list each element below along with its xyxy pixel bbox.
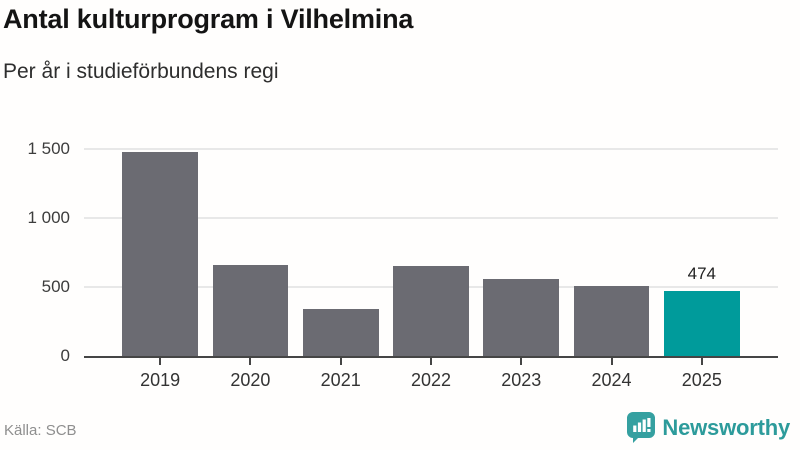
- x-slot-2023: 2023: [476, 358, 566, 391]
- chart-subtitle: Per år i studieförbundens regi: [3, 60, 279, 83]
- x-tick-label: 2020: [230, 370, 271, 390]
- x-tick-label: 2019: [140, 370, 181, 390]
- bar-value-label: 474: [687, 263, 717, 283]
- newsworthy-wordmark: Newsworthy: [662, 414, 790, 440]
- x-tick-mark: [429, 358, 432, 365]
- bar-2019: [122, 151, 199, 356]
- y-tick-label: 1 500: [27, 139, 70, 158]
- bars-container: 474: [84, 149, 778, 356]
- bar-2022: [393, 266, 469, 356]
- newsworthy-speech-bubble-bars-icon: [627, 412, 656, 443]
- x-tick-mark: [249, 358, 252, 365]
- x-slot-2024: 2024: [566, 358, 656, 391]
- x-tick-label: 2021: [320, 370, 361, 390]
- x-axis: 2019 2020 2021 2022 2023 2024 2025: [84, 358, 778, 391]
- bar-2023: [483, 279, 560, 356]
- bar-2021: [302, 309, 379, 356]
- x-slot-2020: 2020: [205, 358, 295, 391]
- x-tick-mark: [339, 358, 342, 365]
- bar-slot-2019: [115, 149, 205, 356]
- x-tick-mark: [700, 358, 703, 365]
- bar-slot-2021: [296, 149, 386, 356]
- plot-area: 0 500 1 000 1 500 474: [27, 139, 778, 365]
- x-tick-mark: [520, 358, 523, 365]
- bar-slot-2022: [386, 149, 476, 356]
- bar-slot-2020: [205, 149, 295, 356]
- x-tick-mark: [159, 358, 162, 365]
- x-slot-2019: 2019: [115, 358, 205, 391]
- source-note: Källa: SCB: [4, 422, 77, 439]
- newsworthy-logo-link[interactable]: Newsworthy: [627, 412, 790, 443]
- bar-2024: [573, 286, 650, 356]
- x-tick-label: 2024: [591, 370, 632, 390]
- chart-title: Antal kulturprogram i Vilhelmina: [3, 4, 414, 34]
- x-tick-label: 2022: [410, 370, 451, 390]
- x-slot-2022: 2022: [386, 358, 476, 391]
- y-tick-label: 0: [60, 346, 70, 365]
- y-tick-label: 1 000: [27, 208, 70, 228]
- x-slot-2025: 2025: [657, 358, 747, 391]
- x-tick-label: 2025: [681, 370, 722, 390]
- gridline-1500: [84, 148, 778, 150]
- gridline-1000: [84, 217, 778, 220]
- x-tick-label: 2023: [501, 370, 542, 390]
- y-tick-label: 500: [41, 277, 70, 297]
- bar-2025: [663, 290, 740, 356]
- x-slot-2021: 2021: [296, 358, 386, 391]
- bar-slot-2025: 474: [657, 149, 747, 356]
- bar-slot-2023: [476, 149, 566, 356]
- bar-2020: [212, 264, 289, 356]
- x-tick-mark: [610, 358, 613, 365]
- bar-slot-2024: [566, 149, 656, 356]
